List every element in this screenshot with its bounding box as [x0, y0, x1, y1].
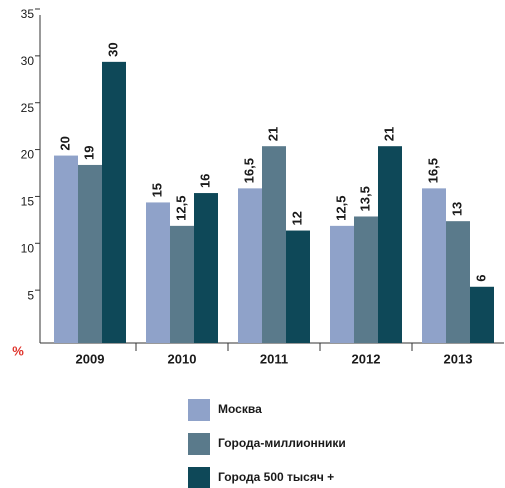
y-tick-label: 35: [21, 7, 35, 21]
value-label: 13,5: [357, 186, 372, 211]
legend-swatch: [188, 433, 210, 455]
y-tick-label: 5: [27, 288, 34, 302]
y-tick-label: 30: [21, 54, 35, 68]
value-label: 15: [149, 183, 164, 197]
value-label: 12,5: [333, 196, 348, 221]
value-label: 16,5: [425, 158, 440, 183]
x-tick-label: 2012: [352, 351, 381, 366]
value-label: 12,5: [173, 196, 188, 221]
y-axis-label: %: [12, 343, 24, 358]
bar: [146, 202, 170, 343]
y-tick-label: 20: [21, 148, 35, 162]
value-label: 16,5: [241, 158, 256, 183]
bar: [378, 146, 402, 343]
bar: [354, 216, 378, 343]
bar: [102, 61, 126, 343]
legend-swatch: [188, 399, 210, 421]
value-label: 30: [105, 42, 120, 56]
x-tick-label: 2009: [76, 351, 105, 366]
bar: [330, 225, 354, 343]
legend-swatch: [188, 467, 210, 488]
bar: [286, 230, 310, 343]
bar: [446, 221, 470, 343]
legend-label: Города 500 тысяч +: [218, 470, 334, 484]
bar: [238, 188, 262, 343]
legend-label: Города-миллионники: [218, 436, 346, 450]
y-tick-label: 15: [21, 195, 35, 209]
bar: [170, 225, 194, 343]
bar: [262, 146, 286, 343]
bar: [78, 164, 102, 343]
bar: [194, 193, 218, 343]
bar: [54, 155, 78, 343]
value-label: 21: [381, 127, 396, 141]
value-label: 20: [57, 136, 72, 150]
value-label: 6: [473, 275, 488, 282]
x-tick-label: 2013: [444, 351, 473, 366]
value-label: 12: [289, 211, 304, 225]
bar: [470, 286, 494, 343]
x-tick-label: 2011: [260, 351, 288, 366]
value-label: 16: [197, 174, 212, 188]
bar: [422, 188, 446, 343]
y-tick-label: 25: [21, 101, 35, 115]
legend-label: Москва: [218, 402, 262, 416]
value-label: 13: [449, 202, 464, 216]
x-tick-label: 2010: [168, 351, 197, 366]
value-label: 19: [81, 145, 96, 159]
value-label: 21: [265, 127, 280, 141]
y-tick-label: 10: [21, 241, 35, 255]
